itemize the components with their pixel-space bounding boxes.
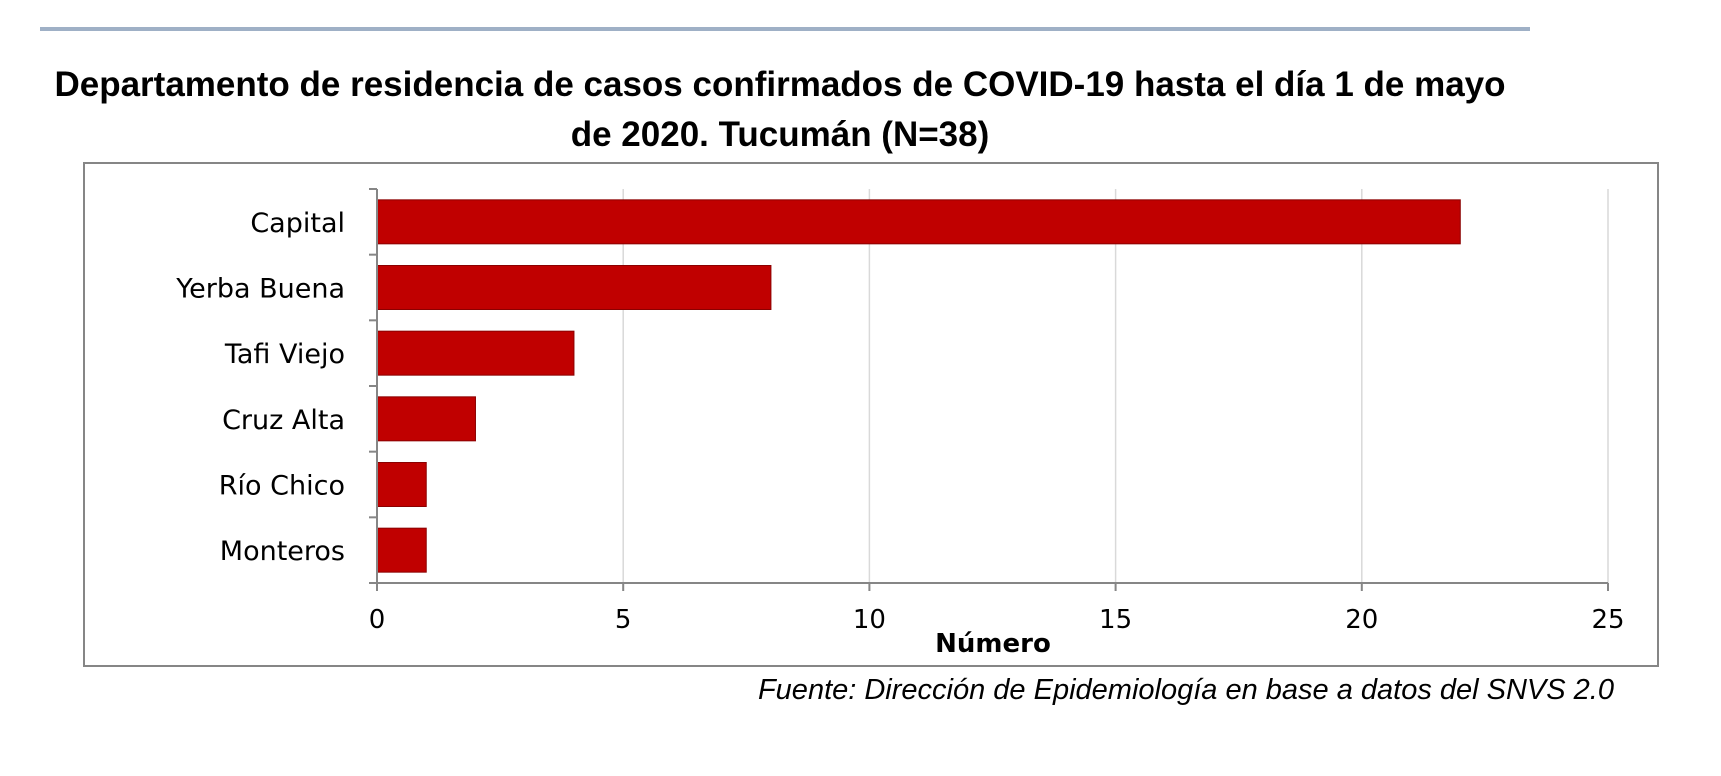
chart-frame — [83, 162, 1659, 667]
source-note: Fuente: Dirección de Epidemiología en ba… — [757, 674, 1614, 706]
category-label: Tafi Viejo — [224, 339, 345, 370]
bar — [376, 527, 427, 573]
category-label: Cruz Alta — [222, 405, 345, 436]
x-tick-label: 10 — [853, 605, 886, 635]
x-tick-label: 0 — [369, 605, 386, 635]
bar — [376, 265, 772, 310]
category-label: Capital — [250, 208, 345, 239]
bar — [376, 396, 476, 442]
x-tick-label: 25 — [1591, 605, 1624, 635]
bar — [376, 462, 427, 507]
x-tick-label: 20 — [1345, 605, 1378, 635]
bars — [376, 199, 1461, 573]
x-axis-title: Número — [935, 629, 1051, 659]
bar — [376, 330, 575, 376]
x-tick-label: 15 — [1099, 605, 1132, 635]
category-label: Río Chico — [219, 471, 345, 502]
category-label: Monteros — [220, 536, 345, 567]
chart-title: Departamento de residencia de casos conf… — [54, 65, 1506, 154]
top-divider — [40, 27, 1530, 31]
axes — [369, 188, 1609, 591]
gridlines — [622, 189, 1609, 583]
labels: 0 5 10 15 20 25 Capital Yerba Buena Tafi Viejo Cr… — [175, 208, 1624, 635]
bar — [376, 199, 1461, 245]
category-label: Yerba Buena — [175, 274, 345, 305]
x-tick-label: 5 — [615, 605, 632, 635]
